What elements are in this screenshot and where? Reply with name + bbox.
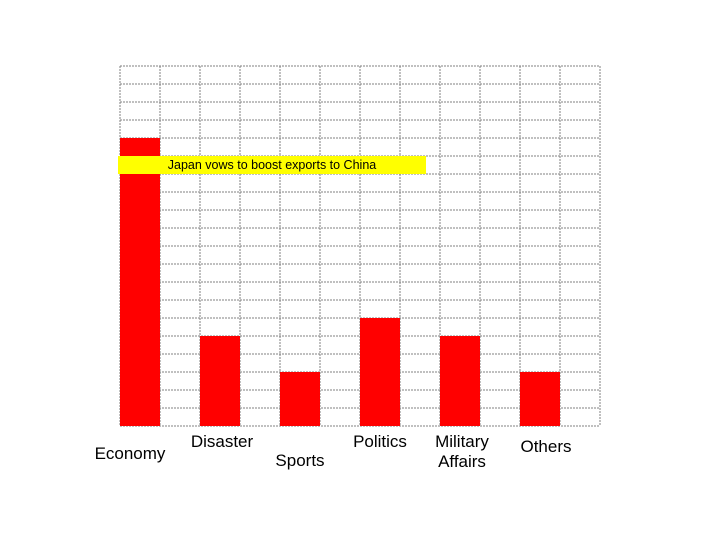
- bar-military-affairs: [440, 336, 480, 426]
- category-label-politics: Politics: [330, 432, 430, 452]
- category-label-others-line-1: Others: [520, 437, 572, 456]
- category-label-military-affairs: Military Affairs: [412, 432, 512, 472]
- category-label-disaster-line-1: Disaster: [190, 432, 254, 451]
- category-label-military-affairs-line-1: Military: [435, 432, 489, 451]
- category-label-others: Others: [496, 437, 596, 457]
- category-label-economy: Economy: [80, 444, 180, 464]
- category-label-disaster: Disaster: [172, 432, 272, 452]
- bar-economy: [120, 138, 160, 426]
- category-label-sports-line-1: Sports: [275, 451, 325, 470]
- bar-others: [520, 372, 560, 426]
- category-label-sports: Sports: [250, 451, 350, 471]
- category-label-politics-line-1: Politics: [353, 432, 407, 451]
- chart-bars: [120, 138, 560, 426]
- bar-sports: [280, 372, 320, 426]
- bar-politics: [360, 318, 400, 426]
- annotation-label: Japan vows to boost exports to China: [118, 156, 426, 174]
- category-label-military-affairs-line-2: Affairs: [438, 452, 486, 471]
- bar-disaster: [200, 336, 240, 426]
- category-label-economy-line-1: Economy: [94, 444, 166, 463]
